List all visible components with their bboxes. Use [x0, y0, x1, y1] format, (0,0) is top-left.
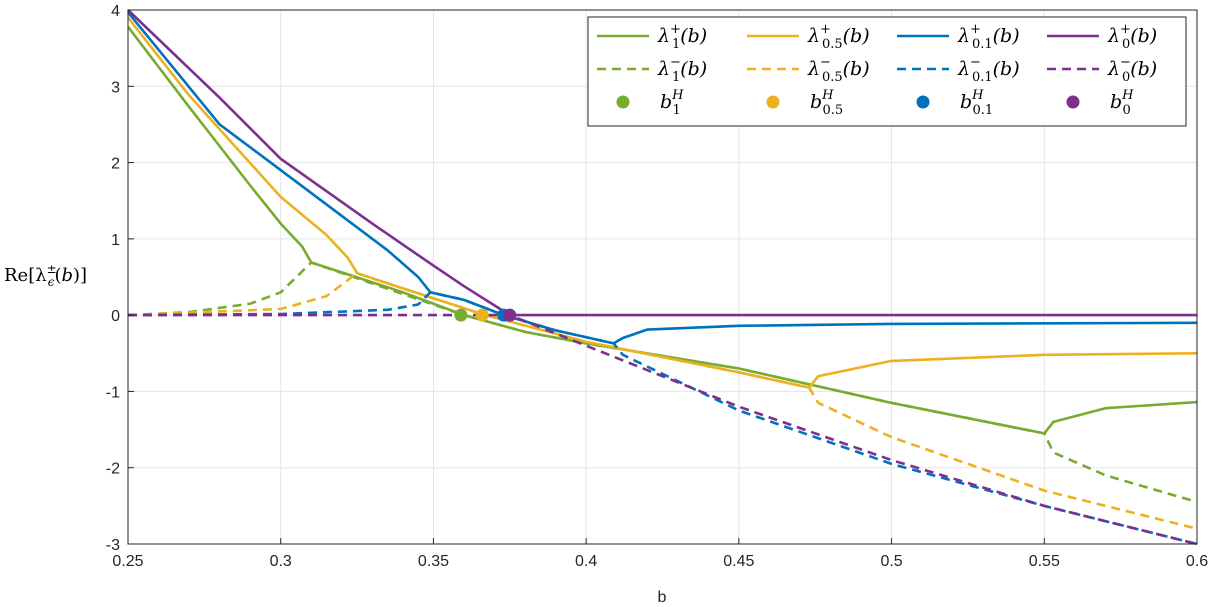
legend-label-lm05: λ− 0.5(b)	[807, 55, 870, 85]
y-tick-label: -3	[106, 537, 120, 554]
x-tick-label: 0.25	[112, 553, 143, 570]
x-tick-label: 0.35	[418, 553, 449, 570]
legend-label-bh05: bH 0.5	[810, 88, 843, 118]
hopf-point-3	[503, 308, 517, 322]
series-3-minus	[127, 271, 1198, 530]
x-tick-label: 0.3	[270, 553, 292, 570]
legend-marker-bh05	[766, 95, 780, 109]
series-5-minus	[127, 291, 1198, 546]
y-tick-label: 0	[111, 308, 120, 325]
y-tick-label: 1	[111, 232, 120, 249]
x-tick-label: 0.4	[575, 553, 597, 570]
hopf-markers	[454, 308, 517, 322]
legend-label-lm1: λ− 1(b)	[657, 55, 707, 85]
y-tick-label: 2	[111, 156, 120, 173]
svg-text:Re[λ±ϵ(b)]: Re[λ± ϵ(b)]	[4, 262, 87, 289]
y-tick-label: 4	[111, 3, 120, 20]
legend-label-lp1: λ+ 1(b)	[657, 22, 707, 52]
legend: λ+ 1(b) λ+ 0.5(b) λ+ 0.1(b) λ+ 0(b) λ− 1(b) λ− 0.5(…	[587, 16, 1187, 127]
series-1-minus	[127, 261, 1198, 504]
legend-marker-bh01	[916, 95, 930, 109]
x-tick-label: 0.55	[1029, 553, 1060, 570]
legend-marker-bh1	[616, 95, 630, 109]
y-axis-ticks: -3 -2 -1 0 1 2 3 4	[106, 3, 134, 554]
hopf-point-0	[454, 308, 468, 322]
legend-label-lp01: λ+ 0.1(b)	[957, 22, 1020, 52]
x-axis-label: b	[658, 589, 667, 606]
y-tick-label: -1	[106, 384, 120, 401]
legend-label-lm01: λ− 0.1(b)	[957, 55, 1020, 85]
x-axis-ticks: 0.25 0.3 0.35 0.4 0.45 0.5 0.55 0.6	[112, 538, 1208, 570]
axes-box	[127, 9, 1198, 545]
legend-label-bh1: bH 1	[660, 88, 684, 118]
x-tick-label: 0.5	[880, 553, 902, 570]
legend-marker-bh0	[1066, 95, 1080, 109]
x-tick-label: 0.6	[1186, 553, 1208, 570]
y-tick-label: 3	[111, 79, 120, 96]
legend-label-bh0: bH 0	[1110, 88, 1134, 118]
legend-label-lp0: λ+ 0(b)	[1107, 22, 1157, 52]
x-tick-label: 0.45	[723, 553, 754, 570]
legend-label-lm0: λ− 0(b)	[1107, 55, 1157, 85]
y-tick-label: -2	[106, 461, 120, 478]
legend-label-bh01: bH 0.1	[960, 88, 993, 118]
hopf-point-1	[475, 308, 489, 322]
legend-label-lp05: λ+ 0.5(b)	[807, 22, 870, 52]
y-axis-label: Re[λ± ϵ(b)]	[4, 262, 87, 289]
